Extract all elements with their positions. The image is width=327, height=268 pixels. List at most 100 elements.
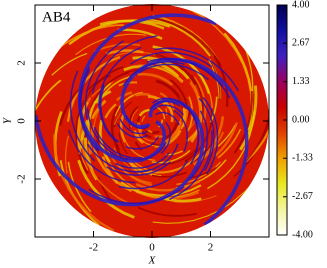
disk-texture — [91, 35, 158, 94]
disk-texture — [110, 105, 121, 151]
disk-texture — [189, 110, 209, 180]
disk-texture — [125, 141, 167, 161]
disk-texture — [141, 115, 146, 122]
disk-texture — [163, 121, 183, 144]
disk-texture — [108, 162, 140, 191]
disk-texture — [210, 96, 218, 123]
disk-texture — [173, 109, 189, 152]
disk-texture — [217, 128, 242, 159]
disk-texture — [78, 66, 98, 151]
disk-texture — [139, 133, 157, 142]
disk-texture — [163, 197, 202, 203]
disk-texture — [233, 90, 253, 154]
x-tick-label: 0 — [149, 242, 155, 254]
disk-texture — [160, 121, 171, 154]
disk-texture — [93, 126, 143, 159]
disk-texture — [119, 101, 133, 116]
y-tick-label: -2 — [16, 174, 28, 183]
disk-texture — [86, 143, 151, 173]
colorbar-tick-label: -2.67 — [292, 191, 313, 202]
disk-texture — [165, 150, 183, 156]
colorbar-tick-label: 4.00 — [292, 0, 310, 10]
disk-texture — [91, 99, 107, 120]
disk-texture — [147, 17, 211, 57]
disk-texture — [207, 110, 256, 190]
disk-texture — [98, 46, 142, 109]
disk-texture — [134, 92, 151, 97]
disk-texture — [153, 104, 184, 116]
disk-texture — [106, 161, 171, 176]
disk-texture — [104, 103, 117, 119]
disk-texture — [118, 160, 189, 190]
colorbar-tick-label: 1.33 — [292, 76, 310, 87]
disk-texture — [125, 114, 149, 130]
disk-texture — [165, 108, 168, 116]
disk-texture — [149, 16, 222, 67]
disk-texture — [141, 130, 152, 139]
disk-texture — [100, 85, 120, 143]
disk-texture — [152, 179, 256, 224]
disk-texture — [147, 129, 153, 134]
colorbar-tick-label: 0.00 — [292, 114, 310, 125]
disk-texture — [168, 130, 213, 201]
disk-texture — [169, 79, 188, 106]
disk-texture — [173, 195, 217, 203]
disk-texture — [213, 55, 229, 107]
disk-texture — [128, 105, 139, 130]
spiral-arm — [77, 13, 217, 163]
disk-texture — [67, 129, 136, 184]
disk-texture — [52, 134, 115, 232]
y-tick-label: 0 — [16, 118, 28, 124]
disk-texture — [138, 108, 150, 117]
disk-texture — [35, 79, 62, 111]
colorbar-tick-label: 2.67 — [292, 38, 310, 49]
disk-texture — [115, 152, 170, 169]
disk-texture — [99, 19, 165, 30]
disk-texture — [88, 186, 185, 205]
disk-texture — [119, 118, 148, 135]
disk-texture — [79, 66, 124, 115]
disk-texture — [116, 123, 149, 139]
disk-texture — [84, 40, 125, 120]
disk-texture — [146, 57, 224, 87]
disk-texture — [164, 100, 174, 123]
disk-image — [35, 4, 269, 238]
disk-texture — [186, 107, 200, 165]
disk-texture — [94, 90, 112, 104]
disk-texture — [90, 72, 130, 108]
disk-texture — [191, 74, 204, 113]
disk-texture — [188, 166, 217, 179]
disk-texture — [92, 106, 102, 144]
disk-texture — [243, 108, 269, 164]
disk-texture — [98, 120, 111, 164]
disk-texture — [198, 97, 215, 171]
disk-texture — [186, 120, 196, 133]
disk-texture — [125, 136, 160, 150]
disk-texture — [155, 111, 180, 126]
disk-texture — [134, 64, 184, 84]
disk-texture — [217, 124, 236, 147]
x-tick-label: 2 — [208, 242, 214, 254]
disk-texture — [69, 70, 96, 162]
disk-texture — [137, 72, 174, 86]
disk-texture — [64, 135, 70, 174]
disk-texture — [51, 52, 88, 76]
disk-texture — [81, 139, 129, 204]
colorbar-tick-label: -4.00 — [292, 229, 313, 240]
disk-texture — [155, 106, 166, 120]
disk-texture — [154, 47, 240, 92]
disk-texture — [59, 85, 83, 126]
disk-texture — [98, 83, 118, 143]
disk-texture — [125, 141, 156, 162]
disk-texture — [60, 24, 124, 48]
disk-texture — [122, 61, 185, 87]
colorbar-tick-label: -1.33 — [292, 153, 313, 164]
x-tick-label: -2 — [89, 242, 98, 254]
disk-texture — [118, 132, 128, 155]
disk-texture — [105, 49, 144, 56]
disk-texture — [147, 147, 206, 174]
disk-texture — [79, 69, 100, 152]
disk-texture — [119, 113, 127, 143]
disk-texture — [149, 100, 181, 110]
